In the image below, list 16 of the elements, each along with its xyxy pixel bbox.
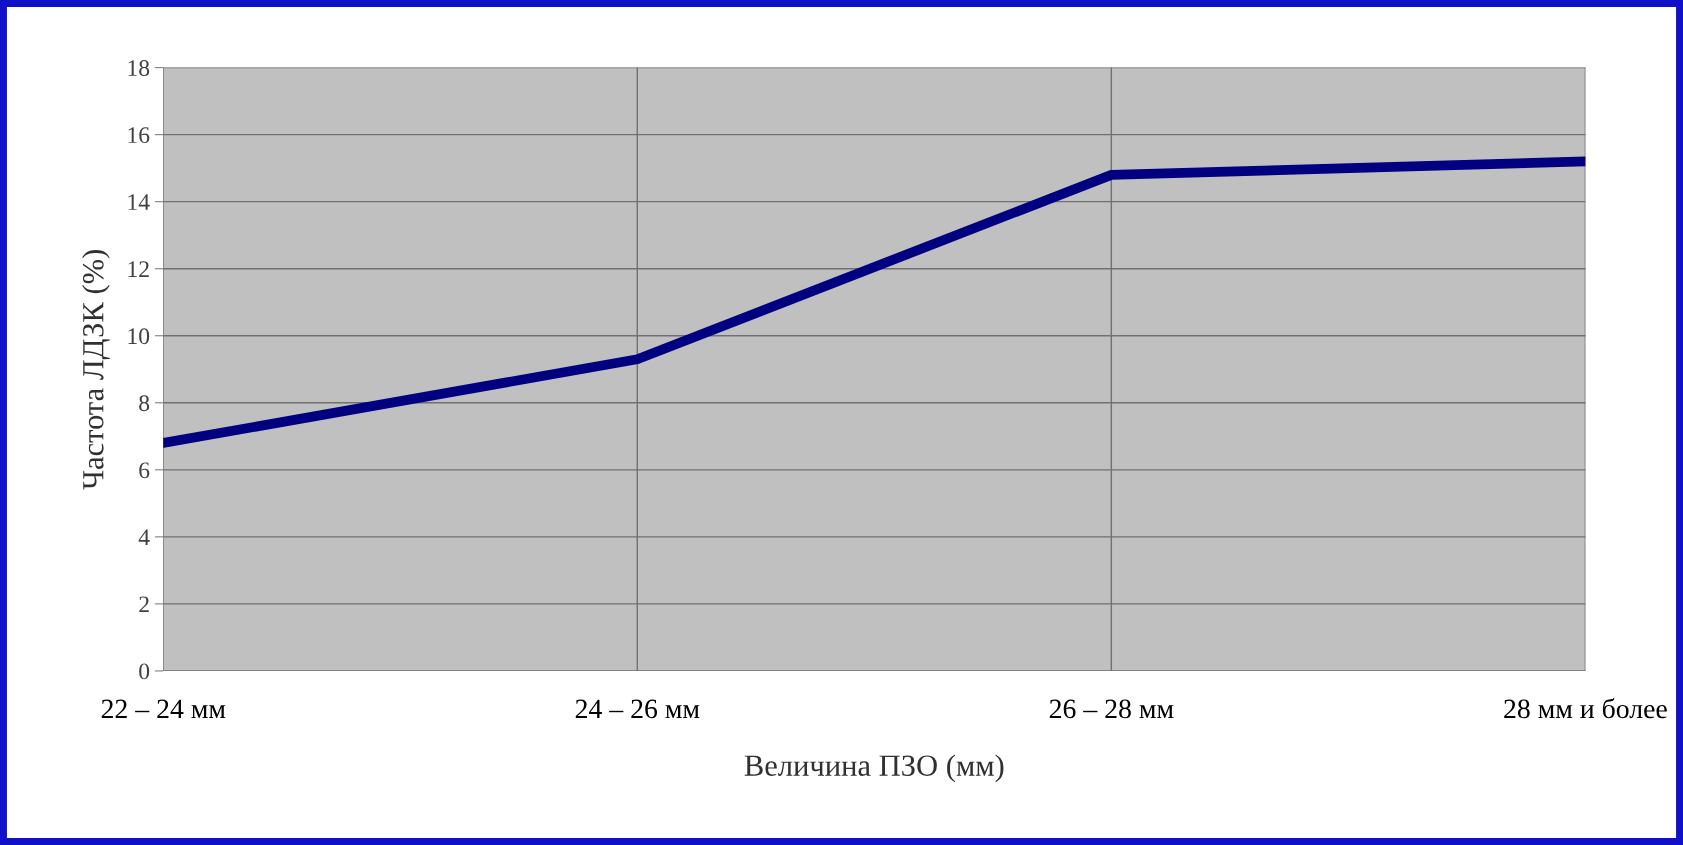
y-axis-title: Частота ЛДЗК (%) xyxy=(82,250,110,490)
y-tick-label: 8 xyxy=(139,395,150,412)
y-tick-label: 10 xyxy=(128,328,150,345)
x-axis-title: Величина ПЗО (мм) xyxy=(744,754,1004,783)
x-tick-label: 26 – 28 мм xyxy=(1049,699,1174,719)
y-tick-label: 18 xyxy=(128,60,150,77)
y-tick-label: 4 xyxy=(138,529,150,546)
y-tick-label: 16 xyxy=(128,127,150,144)
y-tick-label: 0 xyxy=(139,663,150,680)
x-tick-label: 22 – 24 мм xyxy=(101,699,226,718)
x-tick-label: 28 мм и более xyxy=(1504,698,1667,719)
x-tick-label: 24 – 26 мм xyxy=(575,699,700,719)
y-tick-label: 2 xyxy=(139,596,149,613)
y-tick-label: 6 xyxy=(139,462,150,479)
y-tick-label: 14 xyxy=(128,194,150,210)
y-tick-label: 12 xyxy=(128,261,149,277)
